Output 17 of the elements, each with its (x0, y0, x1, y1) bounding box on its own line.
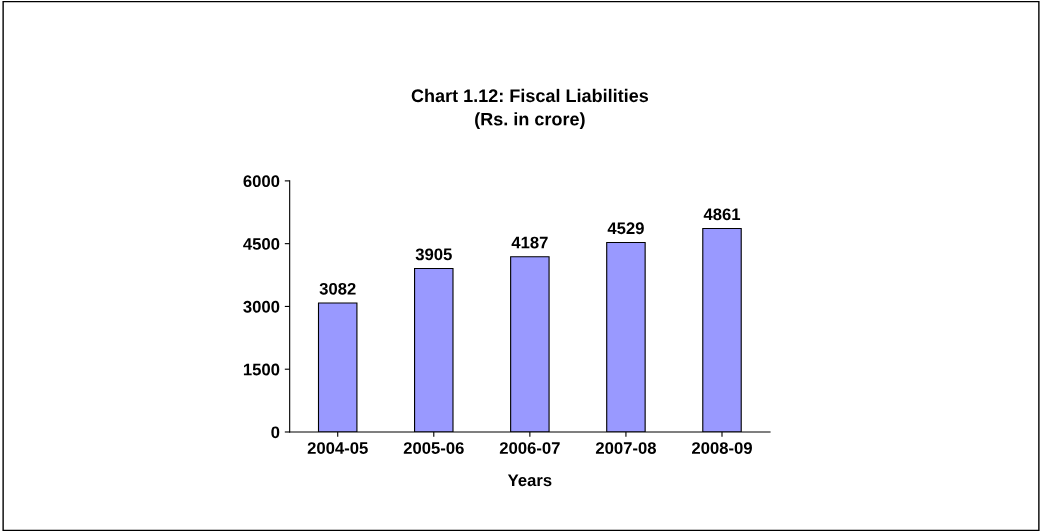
x-tick-label: 2004-05 (307, 442, 368, 454)
data-label: 4187 (511, 236, 548, 249)
y-tick-label: 4500 (243, 238, 280, 250)
data-label: 4529 (607, 222, 644, 235)
x-axis-title: Years (507, 474, 552, 487)
x-tick-label: 2007-08 (595, 442, 656, 454)
y-tick-label: 6000 (243, 175, 280, 188)
x-tick-label: 2008-09 (692, 442, 752, 454)
y-tick-label: 1500 (243, 363, 280, 376)
data-label: 3082 (319, 282, 356, 295)
x-tick-label: 2006-07 (499, 442, 560, 454)
data-label: 4861 (703, 208, 741, 221)
x-tick-label: 2005-06 (403, 442, 464, 454)
y-tick-label: 0 (271, 426, 280, 439)
chart-title: Chart 1.12: Fiscal Liabilities (Rs. in crore) (411, 88, 649, 130)
y-tick-label: 3000 (243, 300, 280, 313)
data-label: 3905 (415, 248, 452, 261)
